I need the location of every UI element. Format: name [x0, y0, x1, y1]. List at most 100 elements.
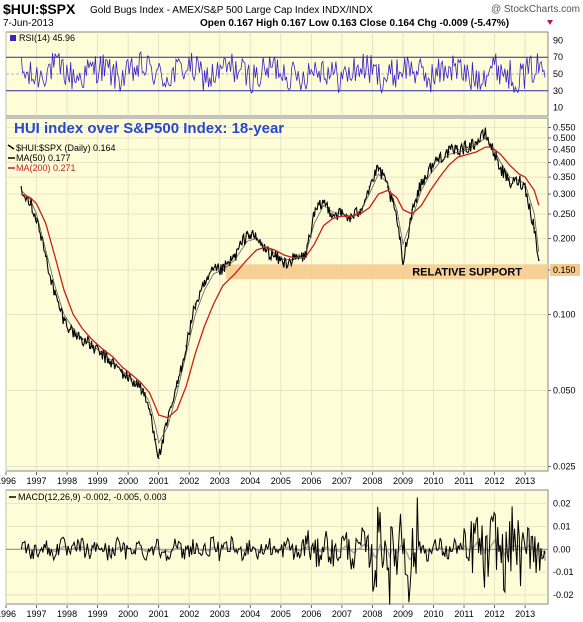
price-data-point — [420, 182, 423, 185]
x-axis-middle: 1996 1997 1998 1999 2000 2001 2002 2003 2004 2005… — [0, 472, 535, 486]
price-data-point — [350, 217, 352, 220]
x-axis-bot-tick-label: 2000 — [118, 609, 138, 619]
price-tick-label: 0.250 — [553, 209, 576, 219]
down-triangle-icon — [547, 20, 553, 25]
price-data-point — [283, 262, 285, 264]
price-data-point — [331, 213, 334, 215]
macd-tick-label: -0.02 — [553, 590, 574, 600]
price-data-point — [176, 385, 178, 388]
x-axis-bot-tick-label: 2012 — [485, 609, 505, 619]
price-data-point — [246, 232, 249, 234]
price-data-point — [90, 345, 93, 347]
macd-legend-label: MACD(12,26,9) -0.002, -0.005, 0.003 — [18, 492, 167, 502]
x-axis-mid-tick-label: 1997 — [27, 476, 47, 486]
price-data-point — [54, 293, 56, 296]
rsi-tick-label: 90 — [553, 35, 563, 45]
price-data-point — [304, 255, 307, 258]
price-data-point — [402, 262, 404, 264]
price-data-point — [359, 208, 362, 211]
price-data-point — [447, 151, 450, 153]
price-tick-label: 0.200 — [553, 233, 576, 243]
ohlc-values: Open 0.167 High 0.167 Low 0.163 Close 0.… — [200, 18, 509, 29]
price-tick-label: 0.100 — [553, 309, 576, 319]
price-data-point — [396, 217, 398, 220]
x-axis-mid-tick-label: 2007 — [332, 476, 352, 486]
price-data-point — [72, 331, 74, 334]
ma200-line — [21, 146, 540, 419]
x-axis-bot-tick-label: 2008 — [362, 609, 382, 619]
price-data-point — [438, 156, 441, 158]
price-data-point — [157, 457, 160, 459]
price-data-point — [203, 284, 206, 287]
price-data-point — [457, 148, 459, 151]
x-axis-mid-tick-label: 2008 — [362, 476, 382, 486]
price-tick-label: 0.025 — [553, 462, 576, 472]
price-tick-label: 0.300 — [553, 189, 576, 199]
x-axis-mid-tick-label: 2006 — [301, 476, 321, 486]
macd-axis-ticks: 0.02 0.01 0.00 -0.01 -0.02 — [553, 499, 574, 600]
x-axis-bot-tick-label: 2007 — [332, 609, 352, 619]
price-data-point — [292, 258, 294, 261]
macd-tick-label: -0.01 — [553, 567, 574, 577]
last-value-marker-background — [550, 264, 580, 277]
legend-price-label: $HUI:$SPX (Daily) 0.164 — [16, 143, 116, 153]
price-panel: RELATIVE SUPPORT HUI index over S&P500 I… — [5, 117, 580, 472]
price-data-point — [490, 146, 493, 148]
last-value-marker-label: 0.150 — [553, 265, 576, 275]
legend-ma50-label: MA(50) 0.177 — [16, 153, 71, 163]
price-data-point — [121, 371, 123, 374]
price-data-point — [35, 217, 38, 220]
macd-panel: MACD(12,26,9) -0.002, -0.005, 0.003 0.02… — [5, 489, 574, 605]
rsi-legend-swatch — [10, 35, 16, 41]
x-axis-mid-tick-label: 1999 — [88, 476, 108, 486]
x-axis-mid-tick-label: 1998 — [57, 476, 77, 486]
price-panel-background — [5, 117, 549, 472]
x-axis-mid-tick-label: 2012 — [485, 476, 505, 486]
price-data-point — [212, 269, 215, 271]
chart-symbol: $HUI:$SPX — [3, 1, 76, 17]
rsi-panel: RSI(14) 45.96 10 30 50 70 90 — [5, 31, 563, 117]
price-data-point — [368, 186, 371, 188]
macd-tick-label: 0.02 — [553, 499, 571, 509]
x-axis-bot-tick-label: 2002 — [179, 609, 199, 619]
x-axis-mid-tick-label: 2010 — [423, 476, 443, 486]
price-data-point — [222, 269, 224, 271]
price-data-point — [234, 255, 236, 258]
x-axis-bot-tick-label: 1996 — [0, 609, 16, 619]
x-axis-mid-tick-label: 2000 — [118, 476, 138, 486]
price-data-point — [148, 408, 151, 411]
price-tick-label: 0.350 — [553, 172, 576, 182]
legend-ma200-label: MA(200) 0.271 — [16, 163, 76, 173]
price-data-point — [411, 208, 413, 211]
price-data-point — [322, 200, 325, 203]
price-data-point — [29, 200, 32, 203]
x-axis-mid-tick-label: 2005 — [271, 476, 291, 486]
stockcharts-watermark: @ StockCharts.com — [491, 4, 580, 15]
rsi-tick-label: 10 — [553, 103, 563, 113]
price-data-point — [154, 438, 157, 441]
price-data-point — [377, 167, 380, 169]
rsi-legend-label: RSI(14) 45.96 — [19, 33, 75, 43]
price-data-point — [99, 352, 102, 355]
x-axis-mid-tick-label: 2011 — [454, 476, 473, 486]
rsi-tick-label: 30 — [553, 86, 563, 96]
price-data-point — [484, 132, 487, 135]
price-data-point — [20, 186, 23, 188]
price-data-point — [518, 179, 520, 182]
price-annotation-title: HUI index over S&P500 Index: 18-year — [14, 120, 284, 137]
price-data-points — [20, 132, 540, 459]
x-axis-bot-tick-label: 2006 — [301, 609, 321, 619]
x-axis-mid-tick-label: 2003 — [210, 476, 230, 486]
macd-tick-label: 0.01 — [553, 521, 571, 531]
price-gridlines — [5, 118, 548, 471]
price-data-point — [167, 419, 169, 422]
x-axis-mid-tick-label: 2002 — [179, 476, 199, 486]
x-axis-mid-tick-label: 2001 — [149, 476, 169, 486]
rsi-series-line — [20, 50, 546, 95]
price-data-point — [466, 146, 468, 148]
x-axis-bot-tick-label: 1997 — [27, 609, 47, 619]
price-tick-label: 0.400 — [553, 157, 576, 167]
price-data-point — [341, 213, 343, 215]
